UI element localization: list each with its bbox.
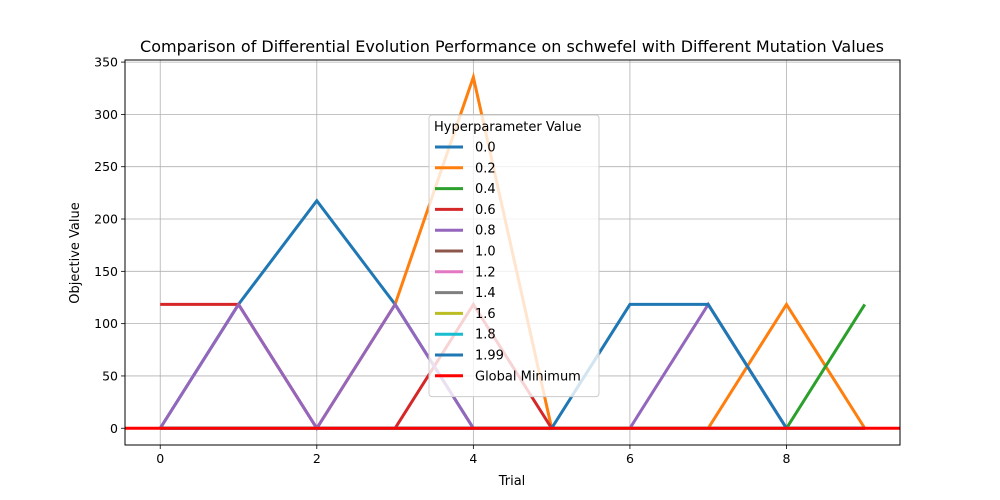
legend-label: 1.8 bbox=[475, 328, 496, 343]
legend-title: Hyperparameter Value bbox=[434, 120, 582, 135]
y-axis-title: Objective Value bbox=[68, 202, 83, 303]
legend-label: Global Minimum bbox=[475, 369, 581, 384]
y-tick-label: 350 bbox=[94, 55, 118, 70]
legend-entries: 0.0 0.2 0.4 0.6 0.8 1.0 1.2 1.4 1.6 1.8 1.99 Global… bbox=[435, 141, 581, 384]
legend-label: 0.4 bbox=[475, 182, 496, 197]
y-tick-label: 0 bbox=[110, 421, 118, 436]
y-tick-label: 100 bbox=[94, 316, 118, 331]
legend-label: 0.8 bbox=[475, 224, 496, 239]
x-axis-title: Trial bbox=[498, 474, 526, 489]
legend-label: 0.0 bbox=[475, 141, 496, 156]
x-tick-label: 8 bbox=[783, 451, 791, 466]
axes-frame bbox=[124, 59, 901, 446]
y-tick-label: 200 bbox=[94, 212, 118, 227]
y-tick-label: 250 bbox=[94, 159, 118, 174]
x-tick-label: 6 bbox=[626, 451, 634, 466]
legend-label: 0.6 bbox=[475, 203, 496, 218]
x-tick-label: 2 bbox=[313, 451, 321, 466]
legend: Hyperparameter Value 0.0 0.2 0.4 0.6 0.8 1.0 1… bbox=[428, 114, 600, 398]
y-tick-label: 300 bbox=[94, 107, 118, 122]
legend-label: 1.6 bbox=[475, 307, 496, 322]
legend-label: 1.0 bbox=[475, 245, 496, 260]
legend-label: 1.2 bbox=[475, 265, 496, 280]
axis-ticks: 0 2 4 6 8 0 50 100 150 200 250 300 350 bbox=[94, 55, 790, 466]
x-tick-label: 0 bbox=[156, 451, 164, 466]
legend-label: 0.2 bbox=[475, 161, 496, 176]
x-tick-label: 4 bbox=[469, 451, 477, 466]
y-tick-label: 50 bbox=[102, 368, 118, 383]
y-tick-label: 150 bbox=[94, 264, 118, 279]
legend-label: 1.4 bbox=[475, 286, 496, 301]
legend-box bbox=[428, 114, 600, 398]
legend-label: 1.99 bbox=[475, 349, 504, 364]
chart-title: Comparison of Differential Evolution Per… bbox=[140, 37, 884, 56]
